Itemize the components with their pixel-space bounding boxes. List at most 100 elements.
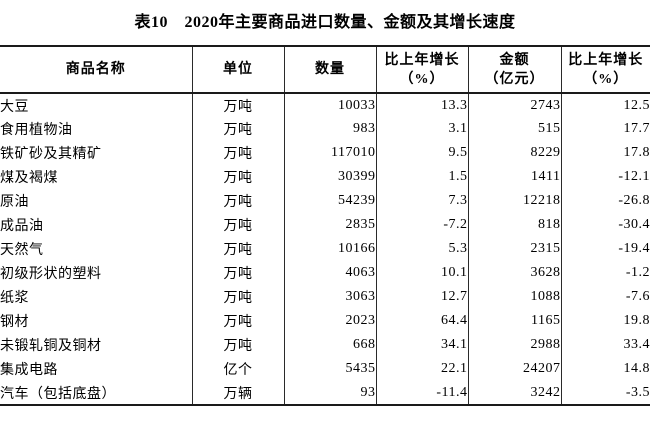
cell-quantity: 10166 xyxy=(284,237,377,261)
table-row: 汽车（包括底盘） 万辆 93 -11.4 3242 -3.5 xyxy=(0,381,650,405)
cell-quantity_growth: 12.7 xyxy=(376,285,469,309)
header-label-line: （%） xyxy=(399,71,445,87)
header-cell-name: 商品名称 xyxy=(0,46,193,94)
header-cell-unit: 单位 xyxy=(192,46,285,94)
cell-amount_growth: -19.4 xyxy=(618,241,650,256)
cell-amount: 2988 xyxy=(468,333,562,357)
cell-name: 食用植物油 xyxy=(0,117,193,141)
cell-name: 煤及褐煤 xyxy=(0,165,193,189)
cell-name: 原油 xyxy=(0,189,193,213)
cell-quantity_growth: -7.2 xyxy=(376,213,469,237)
table-row: 铁矿砂及其精矿 万吨 117010 9.5 8229 17.8 xyxy=(0,141,650,165)
table-header-row: 商品名称 单位 数量 比上年增长 （%） 金额 （亿元） 比上年增长 （%） xyxy=(0,46,650,94)
cell-unit: 万吨 xyxy=(192,165,285,189)
table-row: 原油 万吨 54239 7.3 12218 -26.8 xyxy=(0,189,650,213)
cell-unit: 万吨 xyxy=(192,93,285,117)
cell-quantity: 54239 xyxy=(284,189,377,213)
table-row: 大豆 万吨 10033 13.3 2743 12.5 xyxy=(0,93,650,117)
cell-quantity_growth: 7.3 xyxy=(376,189,469,213)
cell-unit: 万吨 xyxy=(192,189,285,213)
cell-amount: 1165 xyxy=(468,309,562,333)
cell-amount: 1088 xyxy=(468,285,562,309)
cell-unit: 万吨 xyxy=(192,213,285,237)
cell-quantity_growth: 34.1 xyxy=(376,333,469,357)
table-row: 食用植物油 万吨 983 3.1 515 17.7 xyxy=(0,117,650,141)
cell-unit: 万吨 xyxy=(192,141,285,165)
cell-quantity: 4063 xyxy=(284,261,377,285)
header-label-line: 金额 xyxy=(499,52,530,68)
table-row: 初级形状的塑料 万吨 4063 10.1 3628 -1.2 xyxy=(0,261,650,285)
header-cell-quantity: 数量 xyxy=(284,46,377,94)
cell-amount_growth: 19.8 xyxy=(623,313,650,328)
cell-quantity: 93 xyxy=(284,381,377,405)
header-cell-quantity_growth: 比上年增长 （%） xyxy=(376,46,469,94)
cell-unit: 万吨 xyxy=(192,117,285,141)
cell-amount_growth: -26.8 xyxy=(618,193,650,208)
cell-name: 铁矿砂及其精矿 xyxy=(0,141,193,165)
header-label-line: 商品名称 xyxy=(65,62,126,77)
cell-amount: 3242 xyxy=(468,381,562,405)
cell-amount_growth: 14.8 xyxy=(623,361,650,376)
cell-amount: 2743 xyxy=(468,93,562,117)
cell-quantity: 117010 xyxy=(284,141,377,165)
cell-amount_growth: -1.2 xyxy=(625,265,650,280)
header-label-line: 数量 xyxy=(315,62,345,77)
cell-amount: 2315 xyxy=(468,237,562,261)
cell-quantity: 668 xyxy=(284,333,377,357)
header-label-line: 比上年增长 xyxy=(568,52,644,68)
table-title: 表10 2020年主要商品进口数量、金额及其增长速度 xyxy=(134,14,516,31)
cell-quantity_growth: 9.5 xyxy=(376,141,469,165)
table-row: 纸浆 万吨 3063 12.7 1088 -7.6 xyxy=(0,285,650,309)
cell-amount_growth: 12.5 xyxy=(623,97,650,113)
header-label-line: （%） xyxy=(583,71,629,87)
cell-amount_growth: 33.4 xyxy=(623,337,650,352)
cell-name: 汽车（包括底盘） xyxy=(0,381,193,405)
table-row: 钢材 万吨 2023 64.4 1165 19.8 xyxy=(0,309,650,333)
cell-quantity: 2023 xyxy=(284,309,377,333)
cell-quantity_growth: 22.1 xyxy=(376,357,469,381)
cell-name: 大豆 xyxy=(0,93,193,117)
cell-amount_growth: -12.1 xyxy=(618,169,650,184)
table-row: 集成电路 亿个 5435 22.1 24207 14.8 xyxy=(0,357,650,381)
header-label-line: （亿元） xyxy=(484,71,545,87)
import-stats-table: 商品名称 单位 数量 比上年增长 （%） 金额 （亿元） 比上年增长 （%） 大豆 万吨 10033… xyxy=(0,45,650,406)
header-cell-amount: 金额 （亿元） xyxy=(468,46,562,94)
table-header: 商品名称 单位 数量 比上年增长 （%） 金额 （亿元） 比上年增长 （%） xyxy=(0,46,650,94)
cell-amount_growth: -3.5 xyxy=(625,384,650,400)
header-cell-amount_growth: 比上年增长 （%） xyxy=(561,46,650,94)
cell-unit: 亿个 xyxy=(192,357,285,381)
cell-unit: 万吨 xyxy=(192,237,285,261)
cell-unit: 万吨 xyxy=(192,333,285,357)
table-row: 煤及褐煤 万吨 30399 1.5 1411 -12.1 xyxy=(0,165,650,189)
cell-amount: 8229 xyxy=(468,141,562,165)
cell-quantity_growth: 1.5 xyxy=(376,165,469,189)
cell-name: 纸浆 xyxy=(0,285,193,309)
cell-amount: 1411 xyxy=(468,165,562,189)
cell-unit: 万辆 xyxy=(192,381,285,405)
cell-quantity: 5435 xyxy=(284,357,377,381)
cell-amount_growth: -7.6 xyxy=(625,289,650,304)
cell-name: 集成电路 xyxy=(0,357,193,381)
cell-amount: 3628 xyxy=(468,261,562,285)
cell-quantity_growth: 13.3 xyxy=(376,93,469,117)
cell-quantity_growth: 64.4 xyxy=(376,309,469,333)
cell-quantity_growth: 3.1 xyxy=(376,117,469,141)
cell-name: 成品油 xyxy=(0,213,193,237)
cell-unit: 万吨 xyxy=(192,309,285,333)
cell-amount: 515 xyxy=(468,117,562,141)
cell-quantity_growth: -11.4 xyxy=(376,381,469,405)
cell-amount: 24207 xyxy=(468,357,562,381)
cell-name: 钢材 xyxy=(0,309,193,333)
table-row: 未锻轧铜及铜材 万吨 668 34.1 2988 33.4 xyxy=(0,333,650,357)
cell-quantity: 983 xyxy=(284,117,377,141)
cell-amount_growth: 17.8 xyxy=(623,145,650,160)
header-label-line: 比上年增长 xyxy=(384,52,460,68)
cell-name: 未锻轧铜及铜材 xyxy=(0,333,193,357)
header-label-line: 单位 xyxy=(223,62,253,77)
cell-quantity: 30399 xyxy=(284,165,377,189)
cell-unit: 万吨 xyxy=(192,285,285,309)
table-row: 成品油 万吨 2835 -7.2 818 -30.4 xyxy=(0,213,650,237)
cell-quantity: 3063 xyxy=(284,285,377,309)
cell-quantity_growth: 10.1 xyxy=(376,261,469,285)
